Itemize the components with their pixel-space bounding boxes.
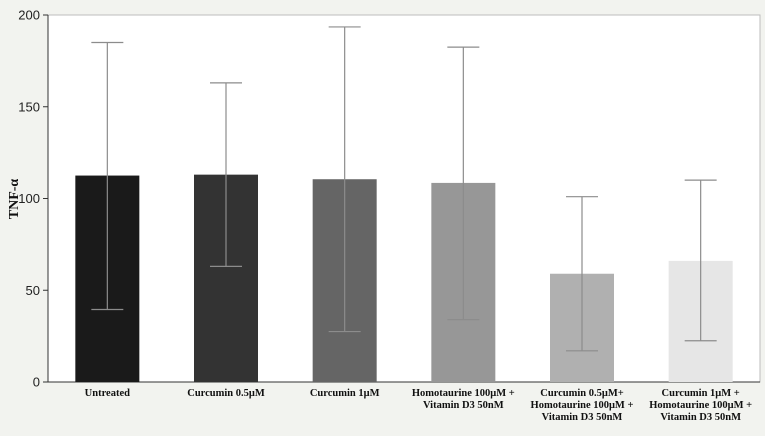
x-tick-label: Untreated [85, 388, 130, 399]
x-tick-label: Curcumin 1μM [310, 388, 380, 399]
x-tick-label: Curcumin 0.5μM [187, 388, 265, 399]
y-ticks: 0 50 100 150 200 [18, 8, 48, 390]
x-tick-label: Homotaurine 100μM + [649, 400, 752, 411]
x-tick-label: Homotaurine 100μM + [412, 388, 515, 399]
x-tick-label: Vitamin D3 50nM [660, 412, 741, 423]
y-axis-title: TNF-α [7, 179, 22, 220]
y-tick-label: 200 [18, 8, 40, 23]
y-tick-label: 50 [26, 283, 40, 298]
x-tick-label: Curcumin 1μM + [662, 388, 740, 399]
x-tick-labels: Untreated Curcumin 0.5μM Curcumin 1μM Homot… [85, 388, 752, 423]
x-tick-label: Curcumin 0.5μM+ [540, 388, 624, 399]
x-tick-label: Homotaurine 100μM + [531, 400, 634, 411]
x-tick-label: Vitamin D3 50nM [542, 412, 623, 423]
x-tick-label: Vitamin D3 50nM [423, 400, 504, 411]
plot-area [47, 14, 761, 383]
y-tick-label: 150 [18, 99, 40, 114]
y-tick-label: 100 [18, 191, 40, 206]
y-tick-label: 0 [33, 375, 40, 390]
error-bars [91, 26, 717, 352]
